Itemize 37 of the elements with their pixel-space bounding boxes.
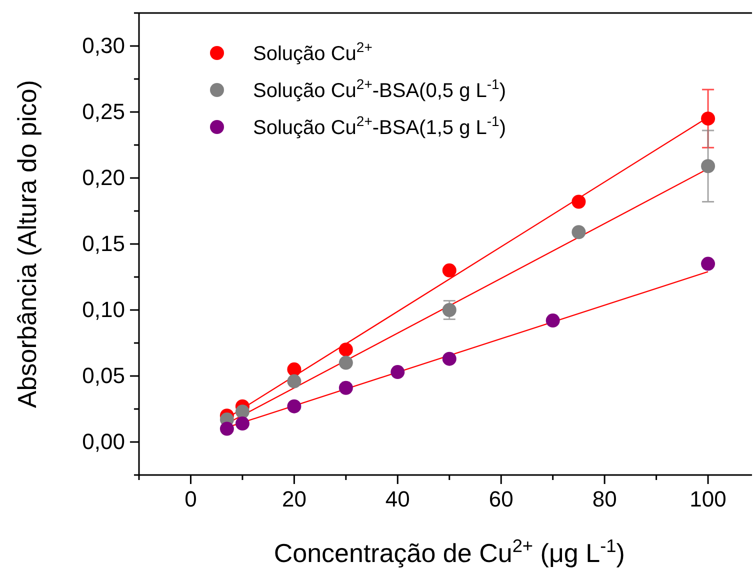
x-tick-label: 60: [488, 486, 514, 512]
point: [572, 194, 586, 209]
point: [220, 422, 234, 436]
y-tick-label: 0,20: [82, 165, 125, 190]
point: [442, 263, 456, 278]
x-axis-title: Concentração de Cu$^{2+}$ (μg L$^{-1}$): [274, 536, 625, 568]
x-tick-label: 100: [690, 486, 726, 512]
point: [235, 404, 250, 419]
point: [701, 159, 716, 174]
point: [338, 356, 353, 370]
y-axis-title: Absorbância (Altura do pico): [12, 80, 42, 408]
legend-label: Solução Cu$^{2+}$-BSA(1,5 g L$^{-1}$): [253, 113, 506, 139]
point: [235, 416, 250, 431]
y-tick-label: 0,15: [82, 231, 125, 256]
point: [701, 256, 716, 271]
point: [701, 112, 716, 126]
point: [390, 365, 405, 380]
x-tick-label: 20: [282, 486, 306, 512]
point: [338, 380, 353, 395]
point: [442, 303, 456, 317]
y-tick-label: 0,10: [82, 297, 125, 322]
point: [442, 352, 456, 366]
point: [287, 399, 302, 414]
y-tick-label: 0,25: [82, 99, 125, 124]
point: [338, 342, 353, 357]
y-tick-label: 0,05: [82, 363, 125, 388]
x-tick-label: 0: [184, 486, 197, 512]
x-tick-label: 80: [592, 486, 617, 512]
point: [287, 362, 302, 376]
point: [546, 314, 560, 328]
point: [287, 374, 302, 388]
x-tick-label: 40: [385, 486, 410, 512]
legend-label: Solução Cu$^{2+}$: [253, 39, 372, 65]
y-tick-label: 0,00: [82, 429, 125, 454]
point: [572, 225, 586, 240]
y-tick-label: 0,30: [82, 33, 125, 58]
legend-label: Solução Cu$^{2+}$-BSA(0,5 g L$^{-1}$): [253, 76, 506, 102]
